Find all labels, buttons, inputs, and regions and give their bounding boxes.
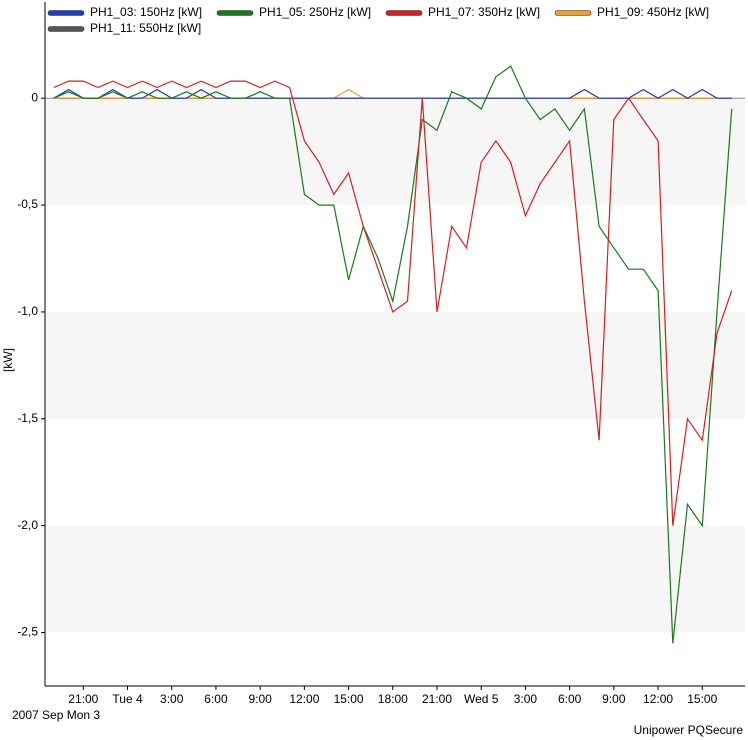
y-tick-label: -2,0 — [17, 518, 38, 532]
y-tick-label: -0,5 — [17, 197, 38, 211]
series-line — [53, 65, 733, 644]
grid-band — [45, 525, 745, 633]
y-tick-label: -1,0 — [17, 304, 38, 318]
x-tick-label: 15:00 — [687, 692, 717, 706]
legend-swatch — [47, 26, 85, 32]
legend-swatch — [554, 10, 592, 16]
x-tick-label: 18:00 — [378, 692, 408, 706]
x-tick-label: 21:00 — [68, 692, 98, 706]
y-axis-label: [kW] — [1, 348, 15, 372]
legend-label: PH1_03: 150Hz [kW] — [90, 5, 202, 19]
x-tick-label: 6:00 — [558, 692, 582, 706]
x-start-label: 2007 Sep Mon 3 — [12, 708, 100, 722]
legend-label: PH1_05: 250Hz [kW] — [259, 5, 371, 19]
y-tick-label: -1,5 — [17, 411, 38, 425]
x-tick-label: 12:00 — [643, 692, 673, 706]
series-line — [53, 80, 733, 526]
legend-swatch — [47, 10, 85, 16]
grid-band — [45, 98, 745, 206]
legend-swatch — [385, 10, 423, 16]
x-tick-label: 9:00 — [602, 692, 626, 706]
x-tick-label: Tue 4 — [112, 692, 143, 706]
legend-label: PH1_11: 550Hz [kW] — [90, 21, 201, 35]
x-tick-label: 21:00 — [422, 692, 452, 706]
x-tick-label: 6:00 — [204, 692, 228, 706]
legend-label: PH1_07: 350Hz [kW] — [428, 5, 540, 19]
footer: Unipower PQSecure — [634, 723, 744, 737]
x-tick-label: Wed 5 — [464, 692, 499, 706]
x-tick-label: 12:00 — [289, 692, 319, 706]
series-line — [53, 88, 732, 99]
y-tick-label: -2,5 — [17, 625, 38, 639]
grid-band — [45, 311, 745, 419]
legend-swatch — [216, 10, 254, 16]
x-tick-label: 15:00 — [334, 692, 364, 706]
y-tick-label: 0 — [31, 90, 38, 104]
x-tick-label: 3:00 — [160, 692, 184, 706]
x-tick-label: 3:00 — [514, 692, 538, 706]
x-tick-label: 9:00 — [248, 692, 272, 706]
legend-label: PH1_09: 450Hz [kW] — [597, 5, 709, 19]
